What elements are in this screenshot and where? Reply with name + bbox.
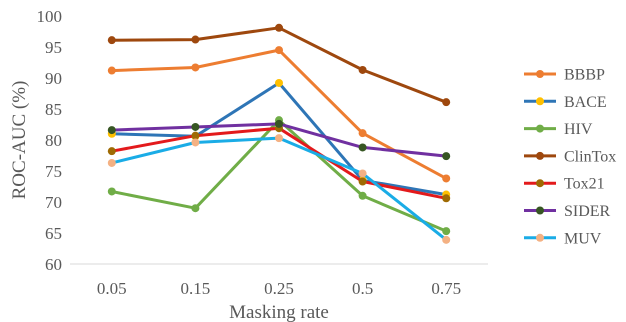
legend-item: MUV bbox=[524, 230, 602, 247]
legend-item: BBBP bbox=[524, 67, 605, 84]
legend-swatch-marker bbox=[536, 151, 544, 160]
series-bbbp bbox=[107, 46, 451, 183]
y-tick-label: 80 bbox=[45, 131, 62, 150]
data-point bbox=[275, 134, 283, 143]
data-point bbox=[275, 23, 283, 32]
data-point bbox=[275, 78, 283, 87]
legend-label: SIDER bbox=[564, 203, 611, 220]
series-line bbox=[110, 26, 448, 104]
data-point bbox=[275, 119, 283, 128]
data-point bbox=[358, 143, 367, 152]
legend-item: BACE bbox=[524, 94, 607, 111]
x-tick-labels: 0.05 0.15 0.25 0.5 0.75 bbox=[97, 279, 461, 298]
legend-label: BACE bbox=[564, 94, 607, 111]
x-axis-title: Masking rate bbox=[229, 302, 329, 322]
data-point bbox=[107, 158, 116, 167]
legend-swatch-marker bbox=[536, 70, 544, 78]
data-point bbox=[442, 98, 451, 107]
y-tick-label: 85 bbox=[45, 100, 62, 119]
legend-swatch-marker bbox=[536, 206, 544, 215]
data-point bbox=[191, 63, 200, 72]
data-point bbox=[442, 194, 451, 203]
data-point bbox=[442, 227, 451, 236]
legend: BBBP BACE HIV ClinTox Tox21 SIDER MUV bbox=[524, 67, 616, 247]
y-tick-label: 60 bbox=[45, 255, 62, 274]
series-muv bbox=[107, 134, 451, 244]
legend-item: Tox21 bbox=[524, 176, 605, 193]
legend-label: HIV bbox=[564, 121, 593, 138]
x-tick-label: 0.25 bbox=[264, 279, 294, 298]
legend-swatch-marker bbox=[536, 233, 544, 242]
data-point bbox=[191, 35, 200, 44]
data-point bbox=[107, 66, 116, 75]
y-tick-labels: 60 65 70 75 80 85 90 95 100 bbox=[37, 7, 63, 274]
y-tick-label: 100 bbox=[37, 7, 63, 26]
series-sider bbox=[107, 119, 451, 161]
data-point bbox=[191, 138, 200, 147]
legend-label: MUV bbox=[564, 230, 602, 247]
legend-item: HIV bbox=[524, 121, 593, 138]
x-tick-label: 0.75 bbox=[431, 279, 461, 298]
x-tick-label: 0.5 bbox=[352, 279, 373, 298]
data-point bbox=[107, 126, 116, 135]
data-point bbox=[358, 191, 367, 200]
legend-item: ClinTox bbox=[524, 148, 616, 165]
legend-item: SIDER bbox=[524, 203, 611, 220]
data-point bbox=[275, 46, 283, 55]
data-point bbox=[191, 131, 200, 140]
data-point bbox=[442, 174, 451, 183]
data-point bbox=[107, 187, 116, 196]
data-point bbox=[191, 204, 200, 213]
x-tick-label: 0.15 bbox=[181, 279, 211, 298]
series-clintox bbox=[107, 23, 451, 107]
data-point bbox=[442, 235, 451, 244]
data-point bbox=[358, 65, 367, 74]
legend-swatch-marker bbox=[536, 124, 544, 133]
legend-swatch-marker bbox=[536, 179, 544, 188]
legend-label: ClinTox bbox=[564, 148, 616, 165]
y-tick-label: 90 bbox=[45, 69, 62, 88]
data-point bbox=[358, 129, 367, 138]
data-point bbox=[107, 36, 116, 45]
y-tick-label: 70 bbox=[45, 193, 62, 212]
legend-label: BBBP bbox=[564, 67, 605, 84]
y-tick-label: 65 bbox=[45, 224, 62, 243]
data-point bbox=[442, 152, 451, 161]
data-point bbox=[358, 169, 367, 178]
data-point bbox=[358, 177, 367, 186]
y-axis-title: ROC-AUC (%) bbox=[9, 81, 30, 200]
legend-swatch-marker bbox=[536, 97, 544, 106]
y-tick-label: 95 bbox=[45, 38, 62, 57]
series-line bbox=[110, 48, 448, 180]
data-point bbox=[191, 122, 200, 131]
y-tick-label: 75 bbox=[45, 162, 62, 181]
data-point bbox=[107, 147, 116, 156]
x-tick-label: 0.05 bbox=[97, 279, 127, 298]
series-layer bbox=[107, 23, 451, 244]
legend-label: Tox21 bbox=[564, 176, 605, 193]
